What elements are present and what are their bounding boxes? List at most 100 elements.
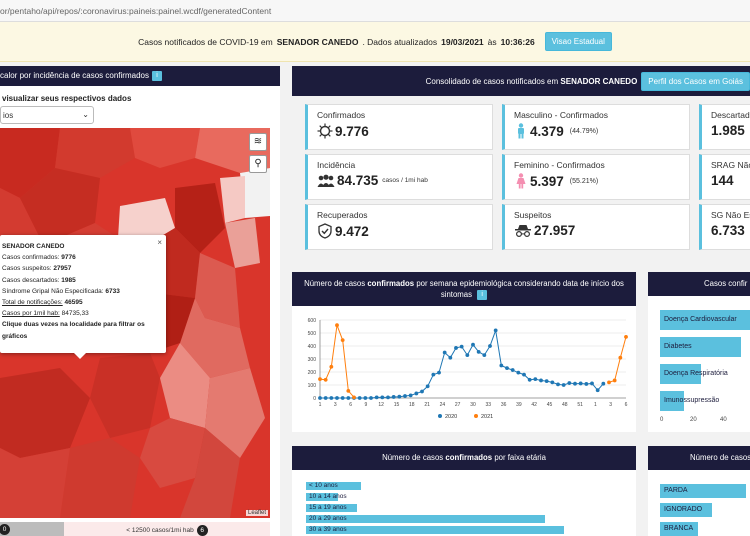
card-srag: SRAG Não 144 xyxy=(699,154,750,200)
x-tick-label: 18 xyxy=(409,402,415,408)
age-bar[interactable]: 15 a 19 anos xyxy=(306,504,357,512)
map-region[interactable] xyxy=(195,253,240,328)
age-bar[interactable]: 10 a 14 anos xyxy=(306,493,347,501)
popup-line: Síndrome Gripal Não Especificada: 6733 xyxy=(2,286,164,297)
data-point-2021 xyxy=(318,377,322,382)
data-point-2020 xyxy=(448,355,453,360)
x-tick-label: 1 xyxy=(594,402,597,408)
data-point-2020 xyxy=(357,396,362,400)
data-point-2020 xyxy=(403,394,407,398)
map-region[interactable] xyxy=(118,198,175,246)
popup-value: 9776 xyxy=(61,254,76,262)
map-region[interactable] xyxy=(180,298,250,378)
age-bar[interactable]: < 10 anos xyxy=(306,482,362,490)
comorbidity-bar[interactable]: Doença Respiratória xyxy=(660,364,728,384)
map-region[interactable] xyxy=(240,168,270,218)
weekly-title-pre: Número de casos xyxy=(304,279,366,288)
card-value: 9.776 xyxy=(335,123,369,139)
race-header: Número de casos xyxy=(648,446,750,470)
map-region[interactable] xyxy=(225,218,260,268)
race-bar[interactable]: IGNORADO xyxy=(660,503,713,517)
popup-line: Casos descartados: 1985 xyxy=(2,275,164,286)
card-value: 6.733 xyxy=(711,223,745,238)
data-point-2020 xyxy=(454,346,458,350)
weekly-chart-panel: Número de casos confirmados por semana e… xyxy=(292,272,636,432)
region-select[interactable]: ios ⌄ xyxy=(0,106,94,124)
notice-date: 19/03/2021 xyxy=(441,36,484,47)
info-icon[interactable]: i xyxy=(151,71,162,81)
legend-marker-2020 xyxy=(438,414,442,418)
data-point-2020 xyxy=(340,396,345,400)
age-bar[interactable]: 30 a 39 anos xyxy=(306,526,564,534)
data-point-2021 xyxy=(335,323,339,328)
map-region[interactable] xyxy=(140,418,205,488)
map-region[interactable] xyxy=(180,428,240,518)
data-point-2020 xyxy=(363,396,368,400)
state-view-button[interactable]: Visao Estadual xyxy=(544,32,612,51)
y-tick-label: 500 xyxy=(308,331,317,337)
address-bar[interactable]: or/pentaho/api/repos/:coronavirus:painei… xyxy=(0,0,750,22)
card-value: 9.472 xyxy=(335,223,369,239)
map-region[interactable] xyxy=(55,128,135,178)
data-point-2021 xyxy=(340,338,345,343)
data-point-2020 xyxy=(374,395,379,400)
data-point-2020 xyxy=(369,396,373,400)
data-point-2020 xyxy=(386,395,390,400)
data-point-2021 xyxy=(352,395,356,400)
goias-profile-button[interactable]: Perfil dos Casos em Goiás xyxy=(641,71,750,91)
x-tick-label: 15 xyxy=(394,402,400,408)
map-region[interactable] xyxy=(175,183,225,253)
info-icon[interactable]: i xyxy=(477,289,488,300)
map-region[interactable] xyxy=(0,368,90,458)
map-region[interactable] xyxy=(220,176,245,223)
map-region[interactable] xyxy=(0,128,60,198)
comorbidity-bar[interactable]: Imunossupressão xyxy=(660,391,719,411)
legend-text: < 12500 casos/1mi hab xyxy=(126,527,194,534)
age-title-pre: Número de casos xyxy=(382,453,444,462)
map-region[interactable] xyxy=(20,168,100,238)
card-descartados: Descartad 1.985 xyxy=(699,104,750,150)
comorbidity-header: Casos confir xyxy=(648,272,750,296)
x-tick-label: 48 xyxy=(562,402,568,408)
card-label: Masculino - Confirmados xyxy=(514,110,609,120)
map-region[interactable] xyxy=(160,343,210,428)
weekly-title-bold: confirmados xyxy=(367,279,415,288)
y-tick-label: 300 xyxy=(308,357,317,363)
y-tick-label: 200 xyxy=(308,370,317,376)
data-point-2020 xyxy=(505,366,509,370)
data-point-2020 xyxy=(459,344,464,349)
map-region[interactable] xyxy=(60,438,140,518)
race-bar[interactable]: BRANCA xyxy=(660,522,698,536)
y-tick-label: 100 xyxy=(308,383,317,389)
close-icon[interactable]: × xyxy=(157,238,162,247)
card-recuperados: Recuperados 9.472 xyxy=(305,204,493,250)
url-text: or/pentaho/api/repos/:coronavirus:painei… xyxy=(0,6,272,16)
card-sg: SG Não Es 6.733 xyxy=(699,204,750,250)
age-panel: Número de casos confirmados por faixa et… xyxy=(292,446,636,536)
popup-label: Casos confirmados: xyxy=(2,254,60,262)
x-tick-label: 9 xyxy=(365,402,368,408)
map-region[interactable] xyxy=(0,448,70,518)
x-tick-label: 3 xyxy=(334,402,337,408)
age-bar[interactable]: 20 a 29 anos xyxy=(306,515,546,523)
leaflet-attribution[interactable]: Leaflet xyxy=(245,510,268,516)
x-tick-label: 45 xyxy=(547,402,553,408)
map-region[interactable] xyxy=(130,128,200,168)
search-icon[interactable]: ⚲ xyxy=(249,155,267,173)
card-value: 84.735 xyxy=(337,173,379,188)
data-point-2020 xyxy=(437,370,441,375)
comorbidity-bar[interactable]: Diabetes xyxy=(660,337,741,357)
notice-city: SENADOR CANEDO xyxy=(276,36,359,47)
map-region[interactable] xyxy=(205,368,265,458)
layers-icon[interactable]: ≋ xyxy=(249,133,267,151)
card-feminino: Feminino - Confirmados 5.397 (55.21%) xyxy=(502,154,690,200)
map-region[interactable] xyxy=(90,353,160,438)
race-bar[interactable]: PARDA xyxy=(660,484,746,498)
card-confirmados: Confirmados 9.776 xyxy=(305,104,493,150)
data-point-2020 xyxy=(442,350,447,355)
card-label: Recuperados xyxy=(317,210,368,220)
weekly-title-post: por semana epidemiológica considerando d… xyxy=(416,279,624,299)
card-unit: casos / 1mi hab xyxy=(382,177,428,184)
comorbidity-bar[interactable]: Doença Cardiovascular xyxy=(660,310,750,330)
data-point-2020 xyxy=(346,396,351,400)
